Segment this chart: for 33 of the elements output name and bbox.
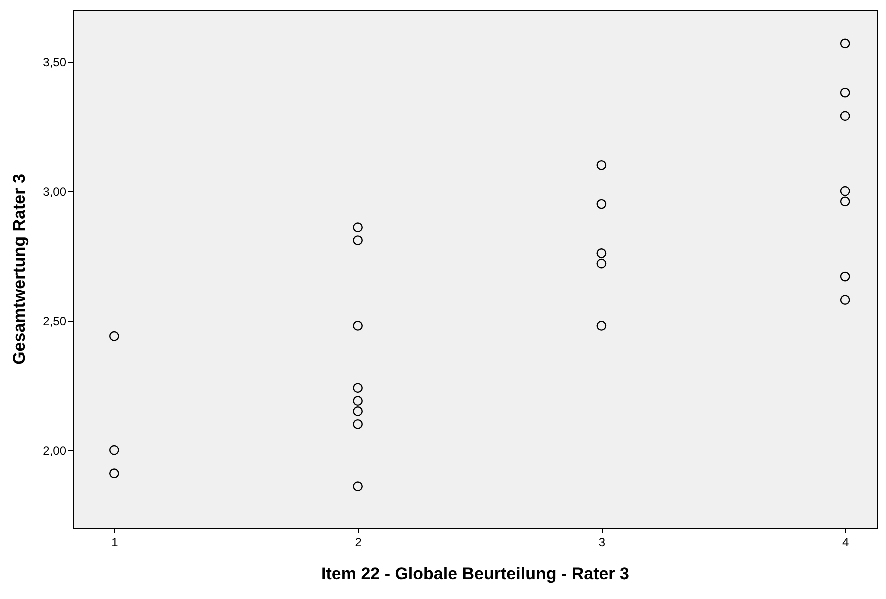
point bbox=[353, 419, 363, 430]
point bbox=[109, 445, 120, 456]
point bbox=[840, 186, 850, 196]
point bbox=[840, 111, 850, 122]
point bbox=[353, 383, 363, 394]
point bbox=[596, 248, 607, 258]
point bbox=[353, 321, 363, 331]
point bbox=[353, 396, 363, 406]
point bbox=[840, 272, 850, 282]
x-axis-title: Item 22 - Globale Beurteilung - Rater 3 bbox=[322, 564, 630, 584]
point bbox=[596, 160, 607, 170]
point bbox=[109, 468, 120, 479]
x-tick-label: 1 bbox=[112, 536, 119, 550]
y-tick-label: 3,00 bbox=[43, 184, 67, 199]
point bbox=[353, 406, 363, 416]
x-tick-label: 2 bbox=[355, 536, 362, 550]
point bbox=[353, 482, 363, 492]
point bbox=[840, 295, 850, 305]
y-tick-label: 3,50 bbox=[43, 55, 67, 70]
point bbox=[840, 196, 850, 207]
point bbox=[596, 199, 607, 210]
y-tick-label: 2,50 bbox=[43, 314, 67, 328]
point bbox=[353, 236, 363, 246]
y-tick-label: 2,00 bbox=[43, 444, 67, 458]
x-tick-label: 4 bbox=[842, 536, 850, 550]
y-axis-title: Gesamtwertung Rater 3 bbox=[10, 174, 30, 365]
point bbox=[109, 331, 120, 342]
point bbox=[596, 258, 607, 269]
x-tick-label: 3 bbox=[598, 536, 606, 550]
point bbox=[596, 321, 607, 331]
point bbox=[353, 222, 363, 232]
point bbox=[840, 38, 850, 49]
point bbox=[840, 88, 850, 98]
